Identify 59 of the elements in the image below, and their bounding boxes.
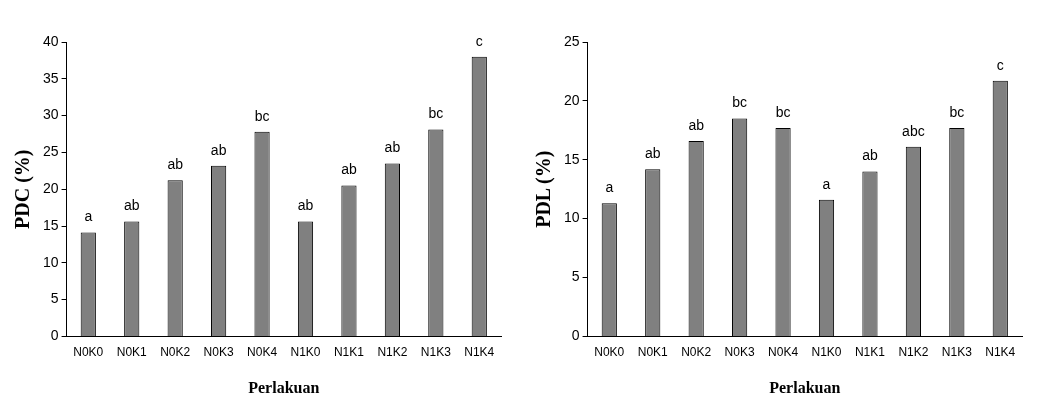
- y-tick-label: 5: [571, 268, 580, 285]
- x-tick-label: N0K3: [203, 344, 234, 359]
- y-tick-label: 15: [42, 216, 59, 233]
- x-tick-label: N0K4: [247, 344, 278, 359]
- y-tick-label: 25: [563, 32, 580, 49]
- x-tick-label: N0K3: [724, 344, 755, 359]
- y-axis-title: PDC (%): [11, 149, 35, 229]
- y-axis-title: PDL (%): [532, 150, 556, 228]
- y-tick-label: 35: [42, 69, 59, 86]
- y-tick-label: 15: [563, 150, 580, 167]
- annotation: bc: [949, 103, 965, 120]
- annotation: abc: [902, 122, 925, 139]
- y-tick-label: 40: [42, 32, 59, 49]
- x-axis-title: Perlakuan: [248, 378, 320, 396]
- annotation: a: [84, 208, 93, 225]
- annotation: ab: [862, 147, 878, 164]
- annotation: ab: [123, 197, 140, 214]
- y-tick-label: 5: [50, 290, 59, 307]
- annotation: ab: [210, 141, 227, 158]
- x-tick-label: N1K3: [941, 344, 973, 359]
- x-tick-label: N1K1: [333, 344, 365, 359]
- x-tick-label: N0K1: [116, 344, 148, 359]
- x-tick-label: N1K4: [464, 344, 495, 359]
- x-axis-title: Perlakuan: [769, 378, 841, 396]
- annotation: ab: [384, 139, 401, 156]
- x-tick-label: N1K3: [420, 344, 452, 359]
- annotation: a: [822, 175, 831, 192]
- annotation: bc: [775, 103, 791, 120]
- annotation: bc: [732, 94, 748, 111]
- annotation: ab: [688, 116, 705, 133]
- annotation: ab: [297, 197, 314, 214]
- annotation: ab: [644, 145, 661, 162]
- annotation: a: [605, 179, 614, 196]
- x-tick-label: N1K2: [377, 344, 408, 359]
- x-tick-label: N1K2: [898, 344, 929, 359]
- annotation: c: [996, 56, 1004, 73]
- x-tick-label: N0K0: [73, 344, 104, 359]
- y-tick-label: 30: [42, 106, 59, 123]
- y-tick-label: 10: [563, 209, 580, 226]
- y-tick-label: 10: [42, 253, 59, 270]
- annotation: bc: [254, 107, 270, 124]
- annotation: c: [475, 32, 483, 49]
- y-tick-label: 0: [571, 327, 580, 344]
- y-tick-label: 25: [42, 143, 59, 160]
- x-tick-label: N0K1: [637, 344, 669, 359]
- y-tick-label: 20: [563, 91, 580, 108]
- annotation: ab: [341, 161, 357, 178]
- annotation: bc: [428, 105, 444, 122]
- x-tick-label: N1K0: [811, 344, 842, 359]
- x-tick-label: N0K2: [160, 344, 191, 359]
- x-tick-label: N1K0: [290, 344, 321, 359]
- x-tick-label: N0K0: [594, 344, 625, 359]
- annotation: ab: [167, 156, 184, 173]
- y-tick-label: 20: [42, 180, 59, 197]
- x-tick-label: N0K4: [768, 344, 799, 359]
- x-tick-label: N1K4: [985, 344, 1016, 359]
- x-tick-label: N1K1: [854, 344, 886, 359]
- y-tick-label: 0: [50, 327, 59, 344]
- x-tick-label: N0K2: [681, 344, 712, 359]
